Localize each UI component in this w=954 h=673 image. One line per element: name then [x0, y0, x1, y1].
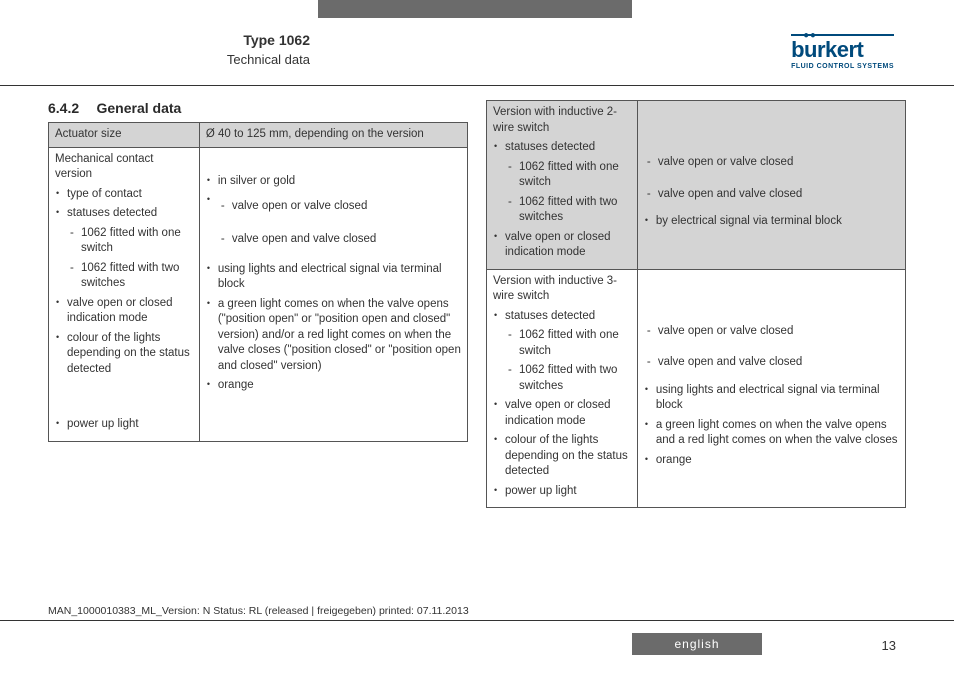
list-item: using lights and electrical signal via t… — [206, 262, 461, 293]
list-item: statuses detected 1062 fitted with one s… — [493, 140, 631, 226]
header-subtitle: Technical data — [60, 52, 310, 67]
general-data-table-right: Version with inductive 2-wire switch sta… — [486, 100, 906, 508]
list-item: by electrical signal via terminal block — [644, 214, 899, 230]
version-heading: Version with inductive 2-wire switch — [493, 105, 631, 136]
table-row: Version with inductive 2-wire switch sta… — [487, 101, 906, 270]
cell-mech-left: Mechanical contact version type of conta… — [49, 147, 200, 441]
table-row: Version with inductive 3-wire switch sta… — [487, 269, 906, 508]
cell-actuator-label: Actuator size — [49, 123, 200, 148]
list-item: colour of the lights depending on the st… — [493, 433, 631, 480]
list-item: power up light — [55, 417, 193, 433]
list-item: statuses detected 1062 fitted with one s… — [493, 309, 631, 395]
logo-main-text: burkert — [791, 37, 863, 62]
list-item: valve open and valve closed — [218, 232, 461, 248]
page-header: Type 1062 Technical data ● ● burkert FLU… — [0, 26, 954, 86]
type-title: Type 1062 — [60, 32, 310, 48]
list-item-label: statuses detected — [67, 207, 157, 219]
logo-tagline: FLUID CONTROL SYSTEMS — [791, 63, 894, 70]
list-item: colour of the lights depending on the st… — [55, 331, 193, 378]
list-item: orange — [644, 453, 899, 469]
list-item: a green light comes on when the valve op… — [644, 418, 899, 449]
list-item-label: statuses detected — [505, 310, 595, 322]
list-item: valve open and valve closed — [644, 187, 899, 203]
table-row: Actuator size Ø 40 to 125 mm, depending … — [49, 123, 468, 148]
version-heading: Version with inductive 3-wire switch — [493, 274, 631, 305]
right-column: Version with inductive 2-wire switch sta… — [486, 100, 906, 508]
brand-logo: ● ● burkert FLUID CONTROL SYSTEMS — [791, 34, 894, 70]
list-item: type of contact — [55, 187, 193, 203]
top-accent-bar — [318, 0, 632, 18]
left-column: 6.4.2 General data Actuator size Ø 40 to… — [48, 100, 468, 508]
language-badge: english — [632, 633, 762, 655]
footer-meta: MAN_1000010383_ML_Version: N Status: RL … — [48, 605, 469, 617]
cell-mech-right: in silver or gold x valve open or valve … — [199, 147, 467, 441]
cell-ind3-right: valve open or valve closed valve open an… — [637, 269, 905, 508]
list-item: using lights and electrical signal via t… — [644, 383, 899, 414]
list-item: orange — [206, 378, 461, 394]
cell-ind3-left: Version with inductive 3-wire switch sta… — [487, 269, 638, 508]
table-row: Mechanical contact version type of conta… — [49, 147, 468, 441]
list-item: statuses detected 1062 fitted with one s… — [55, 206, 193, 292]
umlaut-icon: ● ● — [803, 30, 815, 41]
general-data-table-left: Actuator size Ø 40 to 125 mm, depending … — [48, 122, 468, 442]
page-number: 13 — [882, 638, 896, 653]
list-item: valve open or closed indication mode — [493, 398, 631, 429]
section-heading: 6.4.2 General data — [48, 100, 468, 116]
version-heading: Mechanical contact version — [55, 152, 193, 183]
list-item: 1062 fitted with one switch — [67, 226, 193, 257]
list-item: valve open or valve closed — [644, 155, 899, 171]
cell-actuator-value: Ø 40 to 125 mm, depending on the version — [199, 123, 467, 148]
list-item: 1062 fitted with one switch — [505, 160, 631, 191]
footer-divider — [0, 620, 954, 621]
list-item: power up light — [493, 484, 631, 500]
list-item: valve open or valve closed — [644, 324, 899, 340]
list-item: valve open and valve closed — [644, 355, 899, 371]
list-item: 1062 fitted with two switches — [505, 363, 631, 394]
list-item: 1062 fitted with one switch — [505, 328, 631, 359]
logo-text: ● ● burkert — [791, 34, 894, 63]
list-item: valve open or closed indication mode — [55, 296, 193, 327]
list-item: 1062 fitted with two switches — [505, 195, 631, 226]
header-left: Type 1062 Technical data — [60, 32, 310, 67]
list-item: valve open or valve closed — [218, 199, 461, 215]
content-area: 6.4.2 General data Actuator size Ø 40 to… — [48, 100, 906, 508]
list-item: x valve open or valve closed valve open … — [206, 193, 461, 248]
list-item-label: statuses detected — [505, 141, 595, 153]
cell-ind2-right: valve open or valve closed valve open an… — [637, 101, 905, 270]
section-title: General data — [96, 100, 181, 116]
list-item: a green light comes on when the valve op… — [206, 297, 461, 375]
list-item: valve open or closed indication mode — [493, 230, 631, 261]
list-item: 1062 fitted with two switches — [67, 261, 193, 292]
cell-ind2-left: Version with inductive 2-wire switch sta… — [487, 101, 638, 270]
section-number: 6.4.2 — [48, 100, 79, 116]
list-item: in silver or gold — [206, 174, 461, 190]
